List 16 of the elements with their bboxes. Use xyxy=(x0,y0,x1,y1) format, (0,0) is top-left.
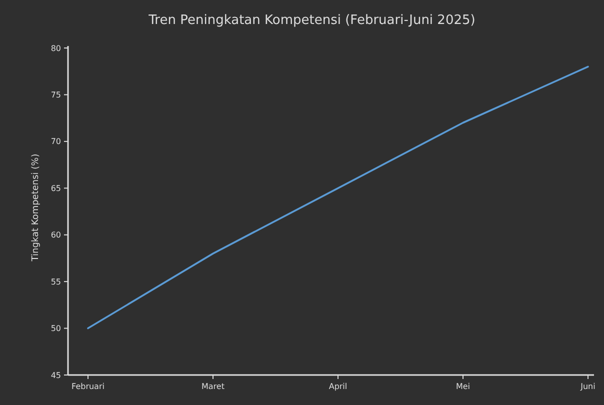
y-tick-label: 45 xyxy=(50,370,61,380)
line-series xyxy=(87,66,589,330)
x-tick-label: Juni xyxy=(580,382,596,391)
y-tick-label: 60 xyxy=(50,230,61,240)
y-tick-label: 50 xyxy=(50,324,61,334)
y-tick-label: 80 xyxy=(50,44,61,53)
y-axis-title: Tingkat Kompetensi (%) xyxy=(31,154,41,262)
chart-title: Tren Peningkatan Kompetensi (Februari-Juni 2025) xyxy=(148,13,476,28)
x-tick-label: April xyxy=(328,382,348,391)
x-tick-label: Februari xyxy=(72,382,104,391)
y-tick-label: 55 xyxy=(50,277,61,286)
y-tick-label: 70 xyxy=(50,137,61,146)
y-tick-label: 75 xyxy=(50,90,61,100)
x-tick-label: Mei xyxy=(456,382,470,391)
y-tick-label: 65 xyxy=(50,184,61,193)
x-tick-label: Maret xyxy=(202,382,224,391)
